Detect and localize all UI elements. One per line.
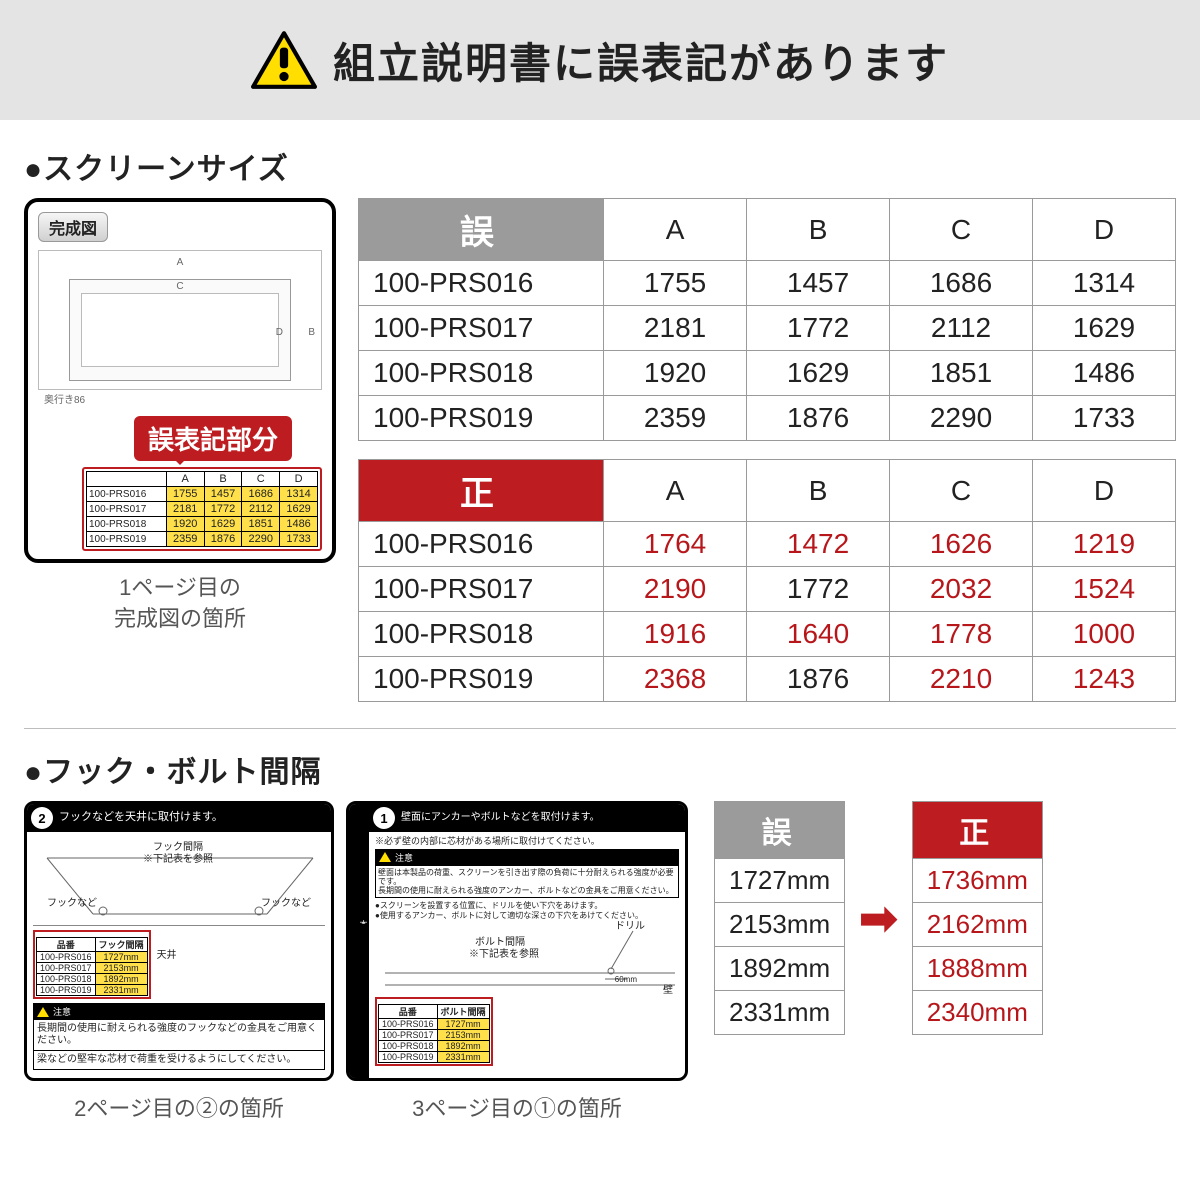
thumb2-caption: 3ページ目の①の箇所 [346,1091,688,1123]
notice-banner: 組立説明書に誤表記があります [0,0,1200,120]
correct-table: 正ABCD100-PRS0161764147216261219100-PRS01… [358,459,1176,702]
section-title-hook-bolt: ●フック・ボルト間隔 [24,747,1176,791]
thumb-page2: 2 フックなどを天井に取付けます。 フック間隔 ※下記表を参照 フックなど [24,801,334,1123]
reference-panel: 完成図 A C B D 奥行き86 誤表記部分 ABCD100-PRS01617… [24,198,336,635]
banner-text: 組立説明書に誤表記があります [333,30,949,91]
thumb1-caption: 2ページ目の②の箇所 [24,1091,334,1123]
mini-caption: 1ページ目の 完成図の箇所 [24,573,336,635]
section-title-screen-size: ●スクリーンサイズ [24,144,1176,188]
hook-correct-table: 正1736mm2162mm1888mm2340mm [912,801,1043,1035]
mini-diagram: A C B D [38,250,322,390]
step-number-1: 1 [373,807,395,829]
depth-label: 奥行き86 [44,395,85,406]
arrow-icon: ➡ [859,891,898,945]
completion-pill: 完成図 [38,212,108,242]
warning-icon [251,31,317,89]
error-callout: 誤表記部分 [134,416,292,461]
hook-correction: 誤1727mm2153mm1892mm2331mm ➡ 正1736mm2162m… [714,801,1043,1035]
wrong-table: 誤ABCD100-PRS0161755145716861314100-PRS01… [358,198,1176,441]
mini-table-highlight: ABCD100-PRS0161755145716861314100-PRS017… [82,467,322,551]
divider [24,728,1176,729]
thumb-page3: 本技専門行わ 1 壁面にアンカーやボルトなどを取付けます。 ※必ず壁の内部に芯材… [346,801,688,1123]
correction-tables: 誤ABCD100-PRS0161755145716861314100-PRS01… [358,198,1176,702]
step-number-2: 2 [31,807,53,829]
hook-wrong-table: 誤1727mm2153mm1892mm2331mm [714,801,845,1035]
